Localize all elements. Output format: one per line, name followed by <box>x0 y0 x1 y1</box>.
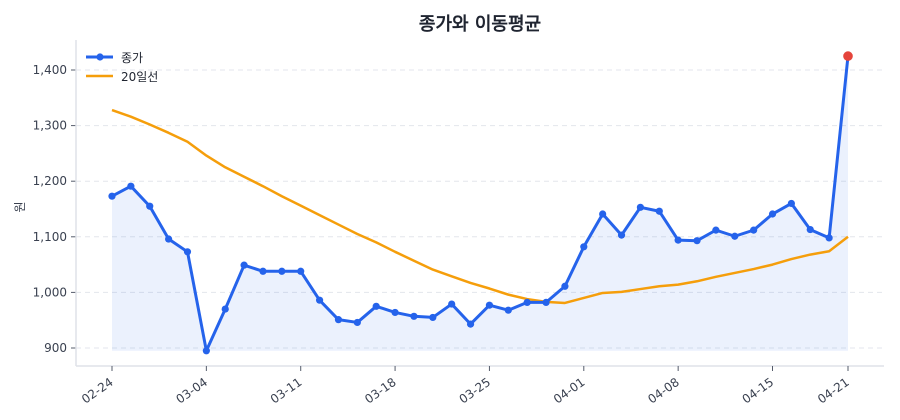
y-tick-label: 1,000 <box>33 285 67 299</box>
close-point <box>240 261 248 269</box>
legend-close-marker-icon <box>96 53 104 61</box>
close-point <box>523 298 531 307</box>
close-point <box>165 235 173 243</box>
close-point <box>353 318 361 327</box>
y-tick-label: 1,400 <box>33 63 67 77</box>
close-point <box>542 298 550 307</box>
close-point <box>315 296 324 304</box>
close-point <box>806 225 814 234</box>
close-point <box>334 316 343 324</box>
close-point <box>825 234 833 242</box>
x-tick-label: 02-24 <box>79 375 116 406</box>
y-axis-label: 원 <box>13 201 27 212</box>
close-line <box>111 55 850 353</box>
x-tick-label: 03-25 <box>457 375 494 406</box>
close-point <box>750 226 758 234</box>
close-point <box>297 267 305 275</box>
close-point <box>693 237 701 245</box>
close-point <box>127 182 135 190</box>
legend: 종가 20일선 <box>86 51 158 84</box>
y-tick-label: 1,300 <box>33 119 67 133</box>
close-point <box>768 210 777 218</box>
close-point <box>636 203 645 211</box>
close-area-fill <box>112 56 848 351</box>
close-point <box>410 312 418 320</box>
y-tick-label: 1,200 <box>33 174 67 188</box>
close-point <box>617 231 626 239</box>
y-tick-label: 900 <box>44 341 67 355</box>
close-point <box>599 210 607 218</box>
close-point <box>429 313 437 322</box>
x-tick-label: 04-01 <box>551 375 588 406</box>
chart-title: 종가와 이동평균 <box>418 14 542 35</box>
close-point <box>466 320 475 328</box>
close-point <box>580 243 588 251</box>
close-point <box>485 301 494 309</box>
close-point <box>146 202 154 210</box>
last-point-marker <box>843 51 853 61</box>
x-tick-label: 03-11 <box>268 375 305 406</box>
close-point <box>202 347 210 355</box>
legend-label-close: 종가 <box>121 51 143 65</box>
close-point <box>731 232 739 240</box>
x-tick-label: 04-15 <box>740 375 777 406</box>
y-tick-label: 1,100 <box>33 230 67 244</box>
close-point <box>561 282 569 290</box>
close-point <box>712 226 720 234</box>
close-point <box>108 192 116 200</box>
legend-label-ma20: 20일선 <box>121 70 158 84</box>
x-tick-label: 04-21 <box>815 375 852 406</box>
x-tick-label: 03-18 <box>362 375 399 406</box>
x-tick-label: 04-08 <box>645 375 682 406</box>
close-point <box>221 305 229 313</box>
ma20-line <box>111 108 849 305</box>
close-point <box>183 248 192 256</box>
close-point <box>391 308 399 317</box>
x-tick-label: 03-04 <box>173 375 210 406</box>
close-point <box>655 207 663 215</box>
close-point <box>674 236 682 244</box>
close-point <box>278 267 286 275</box>
close-point <box>787 199 795 208</box>
close-point <box>259 267 267 275</box>
close-point <box>372 302 380 310</box>
close-point <box>504 306 512 314</box>
close-point <box>448 300 456 308</box>
